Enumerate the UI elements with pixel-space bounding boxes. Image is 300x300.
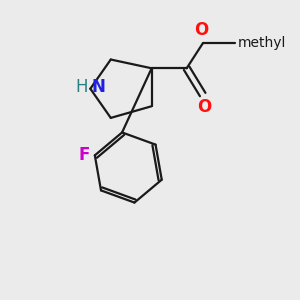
Text: F: F bbox=[78, 146, 90, 164]
Text: N: N bbox=[92, 78, 106, 96]
Text: H: H bbox=[75, 78, 87, 96]
Text: O: O bbox=[194, 21, 208, 39]
Text: O: O bbox=[197, 98, 211, 116]
Text: methyl: methyl bbox=[238, 37, 286, 50]
